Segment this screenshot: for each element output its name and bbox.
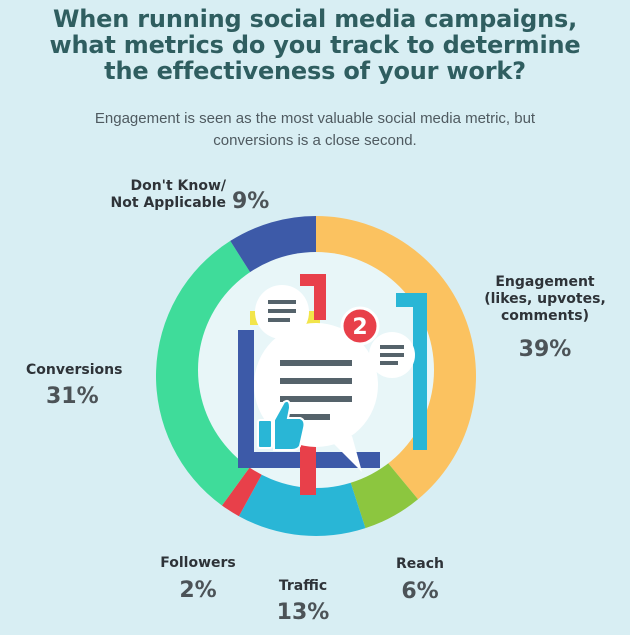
- connector-pipe: [300, 440, 316, 495]
- connector-pipe: [238, 330, 380, 468]
- label-conversions: Conversions: [26, 362, 123, 378]
- label-engagement: Engagement (likes, upvotes, comments): [470, 274, 620, 325]
- label-line: Not Applicable: [110, 195, 226, 211]
- connector-pipe: [396, 293, 427, 450]
- title-line: the effectiveness of your work?: [104, 57, 526, 85]
- subtitle-line: conversions is a close second.: [213, 132, 417, 149]
- notification-badge-icon: 2: [340, 306, 380, 346]
- chart-title: When running social media campaigns, wha…: [0, 6, 630, 84]
- value-followers: 2%: [179, 578, 217, 603]
- label-line: Engagement: [495, 274, 595, 290]
- value-reach: 6%: [401, 579, 439, 604]
- value-conversions: 31%: [46, 384, 99, 409]
- badge-count: 2: [352, 315, 367, 340]
- label-line: Don't Know/: [130, 178, 226, 194]
- label-followers: Followers: [160, 555, 236, 571]
- chat-bubble-icon: [369, 332, 415, 378]
- value-traffic: 13%: [276, 600, 330, 625]
- title-line: When running social media campaigns,: [53, 5, 577, 33]
- label-line: (likes, upvotes,: [484, 291, 606, 307]
- slice-followers: [221, 458, 267, 517]
- slice-engagement: [316, 216, 476, 500]
- chat-bubble-icon: [255, 285, 309, 339]
- subtitle-line: Engagement is seen as the most valuable …: [94, 110, 536, 127]
- value-dont-know: 9%: [232, 189, 270, 214]
- connector-pipe: [300, 274, 326, 320]
- label-traffic: Traffic: [278, 578, 328, 594]
- title-line: what metrics do you track to determine: [49, 31, 581, 59]
- label-line: comments): [501, 308, 589, 324]
- thumbs-up-icon: [257, 399, 306, 451]
- chart-subtitle: Engagement is seen as the most valuable …: [0, 108, 630, 152]
- label-reach: Reach: [396, 556, 444, 572]
- center-illustration: 2: [198, 252, 434, 495]
- label-dont-know: Don't Know/ Not Applicable: [96, 178, 226, 212]
- value-engagement: 39%: [518, 337, 572, 362]
